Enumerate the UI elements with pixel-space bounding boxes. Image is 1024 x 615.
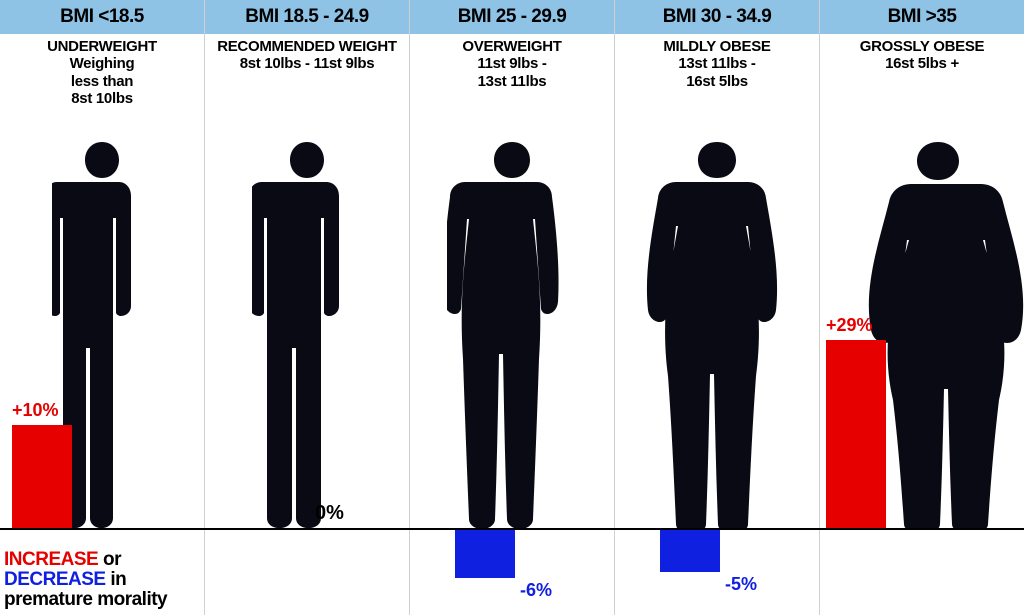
mortality-bar [826,340,886,530]
bar-value-label: +29% [826,315,873,336]
footer-legend: INCREASE or DECREASE in premature morali… [4,550,167,610]
mortality-bar [12,425,72,530]
bar-value-label: -6% [520,580,552,601]
figure-zone: +10% [0,120,204,615]
category-desc: UNDERWEIGHT Weighing less than 8st 10lbs [0,38,204,107]
desc-line: 11st 9lbs - [414,55,610,72]
desc-line: 16st 5lbs + [824,55,1020,72]
figure-zone: -6% [410,120,614,615]
silhouette-icon [447,140,577,530]
silhouette-icon [642,140,792,530]
bar-value-label: 0% [315,502,344,525]
desc-line: 13st 11lbs - [619,55,815,72]
category-title: GROSSLY OBESE [824,38,1020,55]
category-desc: OVERWEIGHT 11st 9lbs - 13st 11lbs [410,38,614,90]
column-overweight: BMI 25 - 29.9 OVERWEIGHT 11st 9lbs - 13s… [410,0,615,615]
desc-line: Weighing [4,55,200,72]
bmi-header: BMI 30 - 34.9 [615,0,819,34]
desc-line: 8st 10lbs - 11st 9lbs [209,55,405,72]
category-desc: RECOMMENDED WEIGHT 8st 10lbs - 11st 9lbs [205,38,409,73]
figure-zone: +29% [820,120,1024,615]
bmi-infographic: BMI <18.5 UNDERWEIGHT Weighing less than… [0,0,1024,615]
category-title: RECOMMENDED WEIGHT [209,38,405,55]
figure-zone: -5% [615,120,819,615]
footer-last: premature morality [4,589,167,610]
increase-word: INCREASE [4,549,98,570]
desc-line: 16st 5lbs [619,73,815,90]
bmi-header: BMI >35 [820,0,1024,34]
bar-value-label: +10% [12,400,59,421]
column-recommended: BMI 18.5 - 24.9 RECOMMENDED WEIGHT 8st 1… [205,0,410,615]
bmi-header: BMI 18.5 - 24.9 [205,0,409,34]
column-grossly-obese: BMI >35 GROSSLY OBESE 16st 5lbs + +29% [820,0,1024,615]
desc-line: less than [4,73,200,90]
bmi-header: BMI 25 - 29.9 [410,0,614,34]
decrease-word: DECREASE [4,569,106,590]
mortality-bar [660,530,720,572]
footer-or: or [98,549,121,570]
mortality-bar [455,530,515,578]
bmi-header: BMI <18.5 [0,0,204,34]
category-title: OVERWEIGHT [414,38,610,55]
category-title: MILDLY OBESE [619,38,815,55]
figure-zone: 0% [205,120,409,615]
desc-line: 13st 11lbs [414,73,610,90]
category-desc: MILDLY OBESE 13st 11lbs - 16st 5lbs [615,38,819,90]
category-title: UNDERWEIGHT [4,38,200,55]
column-mildly-obese: BMI 30 - 34.9 MILDLY OBESE 13st 11lbs - … [615,0,820,615]
category-desc: GROSSLY OBESE 16st 5lbs + [820,38,1024,73]
column-underweight: BMI <18.5 UNDERWEIGHT Weighing less than… [0,0,205,615]
axis-baseline [0,528,1024,530]
desc-line: 8st 10lbs [4,90,200,107]
silhouette-icon [252,140,362,530]
bar-value-label: -5% [725,574,757,595]
footer-in: in [106,569,127,590]
